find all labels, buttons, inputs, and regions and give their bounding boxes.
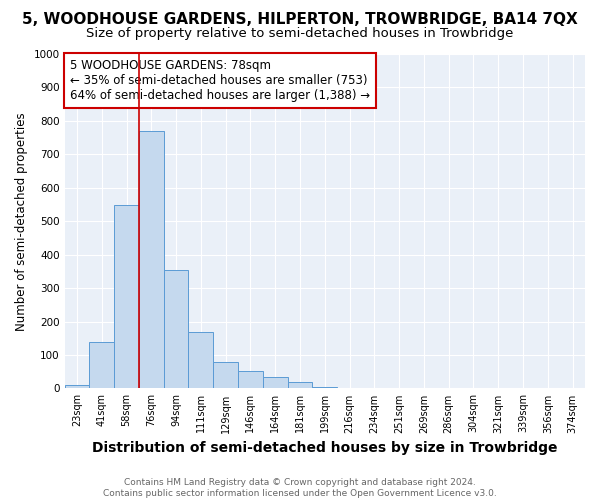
X-axis label: Distribution of semi-detached houses by size in Trowbridge: Distribution of semi-detached houses by … — [92, 441, 557, 455]
Y-axis label: Number of semi-detached properties: Number of semi-detached properties — [15, 112, 28, 330]
Bar — [287, 382, 313, 388]
Bar — [65, 385, 89, 388]
Text: 5 WOODHOUSE GARDENS: 78sqm
← 35% of semi-detached houses are smaller (753)
64% o: 5 WOODHOUSE GARDENS: 78sqm ← 35% of semi… — [70, 59, 370, 102]
Bar — [89, 342, 114, 388]
Bar — [238, 370, 263, 388]
Text: Size of property relative to semi-detached houses in Trowbridge: Size of property relative to semi-detach… — [86, 28, 514, 40]
Text: 5, WOODHOUSE GARDENS, HILPERTON, TROWBRIDGE, BA14 7QX: 5, WOODHOUSE GARDENS, HILPERTON, TROWBRI… — [22, 12, 578, 28]
Bar — [139, 131, 164, 388]
Bar — [114, 205, 139, 388]
Bar — [164, 270, 188, 388]
Bar — [263, 376, 287, 388]
Bar — [188, 332, 213, 388]
Text: Contains HM Land Registry data © Crown copyright and database right 2024.
Contai: Contains HM Land Registry data © Crown c… — [103, 478, 497, 498]
Bar — [213, 362, 238, 388]
Bar — [313, 387, 337, 388]
